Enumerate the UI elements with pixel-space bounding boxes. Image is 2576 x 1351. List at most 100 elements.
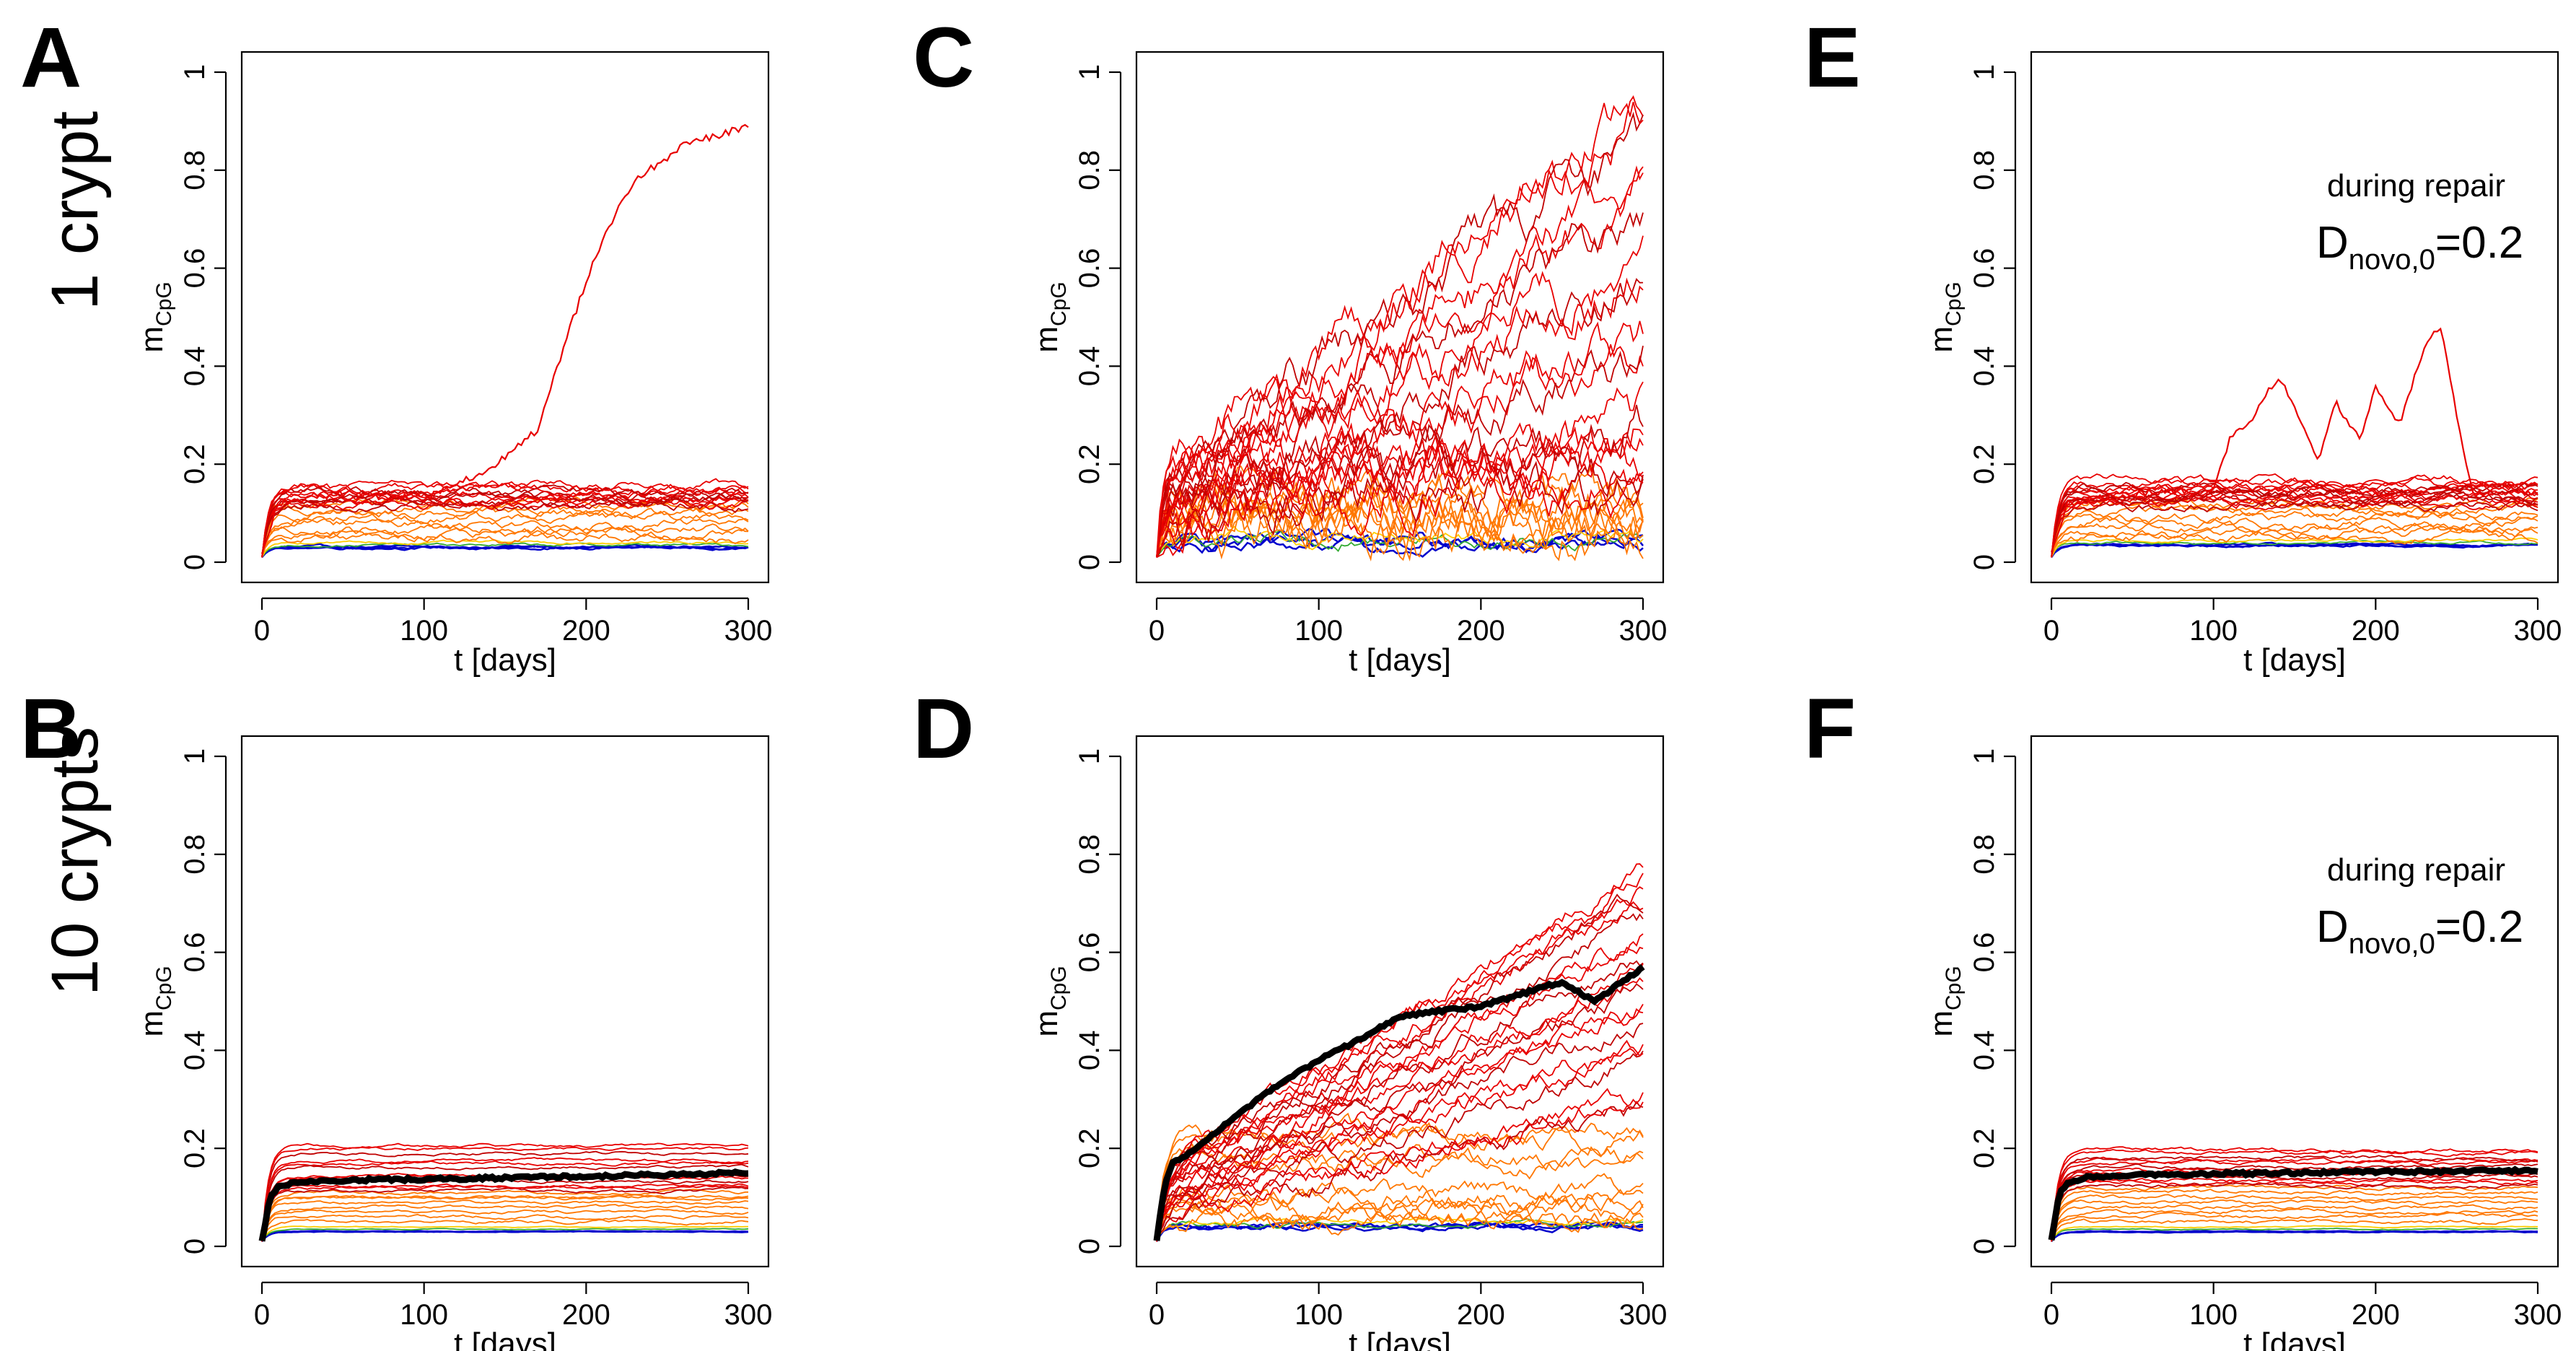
- series-line-orange: [2051, 515, 2538, 558]
- x-tick-label: 0: [254, 1299, 270, 1331]
- y-tick-label: 0.8: [1074, 834, 1105, 875]
- y-tick-label: 0: [1968, 554, 2000, 570]
- series-line-red: [2051, 481, 2538, 558]
- x-axis-title: t [days]: [2243, 642, 2346, 678]
- annotation-during-repair: during repair: [2327, 168, 2505, 204]
- chart-panel-D: 0 0.2 0.4 0.6 0.8 1 0 100 200 300 t [days] mCpG: [1029, 735, 1668, 1351]
- series-line-red: [1156, 111, 1644, 558]
- chart-panel-A: 0 0.2 0.4 0.6 0.8 1 0 100 200 300 t [days] mCpG: [134, 51, 773, 678]
- series-line-red: [261, 1157, 749, 1242]
- y-tick-label: 0: [1074, 1238, 1105, 1254]
- y-tick-label: 0.8: [1074, 150, 1105, 191]
- y-tick-label: 0.6: [179, 932, 211, 973]
- panel-letter-D: D: [913, 681, 974, 777]
- series-group: [2048, 1146, 2538, 1243]
- x-axis-title: t [days]: [2243, 1326, 2346, 1351]
- series-line-red: [261, 1163, 749, 1242]
- y-axis-title: mCpG: [1924, 966, 1966, 1036]
- series-line-red: [1156, 166, 1644, 558]
- series-line-highlight: [260, 123, 749, 554]
- plot-frame: [240, 735, 770, 1268]
- series-line-orange: [1156, 487, 1644, 558]
- y-tick-label: 1: [1968, 64, 2000, 80]
- panel-letter-E: E: [1804, 10, 1861, 105]
- series-line-orange: [261, 1194, 749, 1242]
- series-line-red: [1156, 1050, 1644, 1242]
- x-tick-label: 100: [400, 1299, 448, 1331]
- series-line-red: [261, 1160, 749, 1242]
- series-line-red: [2051, 486, 2538, 558]
- y-tick-label: 1: [179, 748, 211, 764]
- x-tick-label: 200: [1457, 615, 1505, 647]
- series-line-red: [1156, 277, 1644, 558]
- series-line-mean: [1153, 963, 1645, 1241]
- series-line-red: [2051, 1182, 2538, 1242]
- series-line-red: [2051, 1163, 2538, 1242]
- series-line-red: [2051, 480, 2538, 558]
- series-line-orange: [2051, 1188, 2538, 1242]
- x-axis-title: t [days]: [1349, 1326, 1451, 1351]
- series-line-orange: [2051, 504, 2538, 558]
- series-line-red: [1156, 1088, 1644, 1242]
- x-tick-label: 300: [1619, 1299, 1668, 1331]
- series-group: [1153, 863, 1645, 1242]
- series-line-orange: [2051, 528, 2538, 558]
- x-tick-label: 100: [2189, 1299, 2238, 1331]
- x-tick-label: 100: [400, 615, 448, 647]
- series-line-red: [1156, 460, 1644, 558]
- panel-letter-F: F: [1804, 681, 1856, 777]
- series-group: [258, 1142, 749, 1243]
- row-label-10-crypts: 10 crypts: [38, 727, 112, 996]
- y-tick-label: 0.6: [1074, 248, 1105, 289]
- y-tick-label: 0.4: [1074, 1031, 1105, 1071]
- y-tick-label: 0.8: [179, 834, 211, 875]
- y-tick-label: 0: [179, 554, 211, 570]
- annotation-during-repair: during repair: [2327, 852, 2505, 888]
- series-line-red: [261, 499, 749, 558]
- chart-panel-C: 0 0.2 0.4 0.6 0.8 1 0 100 200 300 t [days] mCpG: [1029, 51, 1667, 678]
- series-line-orange: [1156, 1173, 1644, 1242]
- y-tick-label: 0.8: [1968, 834, 2000, 875]
- series-line-yellow: [2051, 1225, 2538, 1242]
- chart-panel-E: 0 0.2 0.4 0.6 0.8 1 0 100 200 300 t [days] mCpG duri…: [1924, 51, 2562, 678]
- series-line-red: [261, 1142, 749, 1242]
- y-tick-label: 0.2: [1968, 444, 2000, 484]
- x-tick-label: 300: [2514, 615, 2562, 647]
- series-line-red: [1156, 404, 1644, 558]
- series-line-orange: [1156, 1194, 1644, 1242]
- y-axis-title: mCpG: [134, 281, 176, 352]
- y-tick-label: 0.6: [1074, 932, 1105, 973]
- series-line-blue: [261, 1230, 749, 1243]
- y-tick-label: 0: [1074, 554, 1105, 570]
- series-group: [260, 123, 749, 559]
- annotation-dnovo: Dnovo,0=0.2: [2316, 218, 2523, 276]
- series-line-red: [261, 1146, 749, 1242]
- series-line-yellow: [1156, 525, 1644, 558]
- series-line-orange: [261, 515, 749, 558]
- series-line-red: [261, 484, 749, 558]
- y-tick-label: 0.4: [1968, 1031, 2000, 1071]
- series-line-orange: [2051, 1194, 2538, 1242]
- series-line-orange: [2051, 1204, 2538, 1242]
- series-group: [1155, 95, 1644, 562]
- series-line-red: [2051, 1158, 2538, 1242]
- series-line-orange: [261, 1218, 749, 1242]
- series-line-orange: [1156, 465, 1644, 558]
- series-line-orange: [261, 530, 749, 558]
- x-tick-label: 300: [724, 615, 773, 647]
- y-tick-label: 0.2: [1074, 1128, 1105, 1168]
- series-group: [2050, 327, 2538, 558]
- y-tick-label: 0.4: [179, 346, 211, 387]
- series-line-red: [1156, 933, 1644, 1242]
- row-label-1-crypt: 1 crypt: [38, 111, 112, 310]
- series-line-red: [1156, 960, 1644, 1242]
- y-tick-label: 1: [1074, 64, 1105, 80]
- x-axis-title: t [days]: [454, 642, 556, 678]
- series-line-red: [1156, 95, 1644, 558]
- series-line-orange: [2051, 523, 2538, 558]
- series-line-orange: [261, 1204, 749, 1242]
- series-line-mean: [2048, 1166, 2538, 1241]
- y-tick-label: 0.6: [1968, 932, 2000, 973]
- series-line-red: [261, 478, 749, 558]
- series-line-orange: [2051, 1184, 2538, 1242]
